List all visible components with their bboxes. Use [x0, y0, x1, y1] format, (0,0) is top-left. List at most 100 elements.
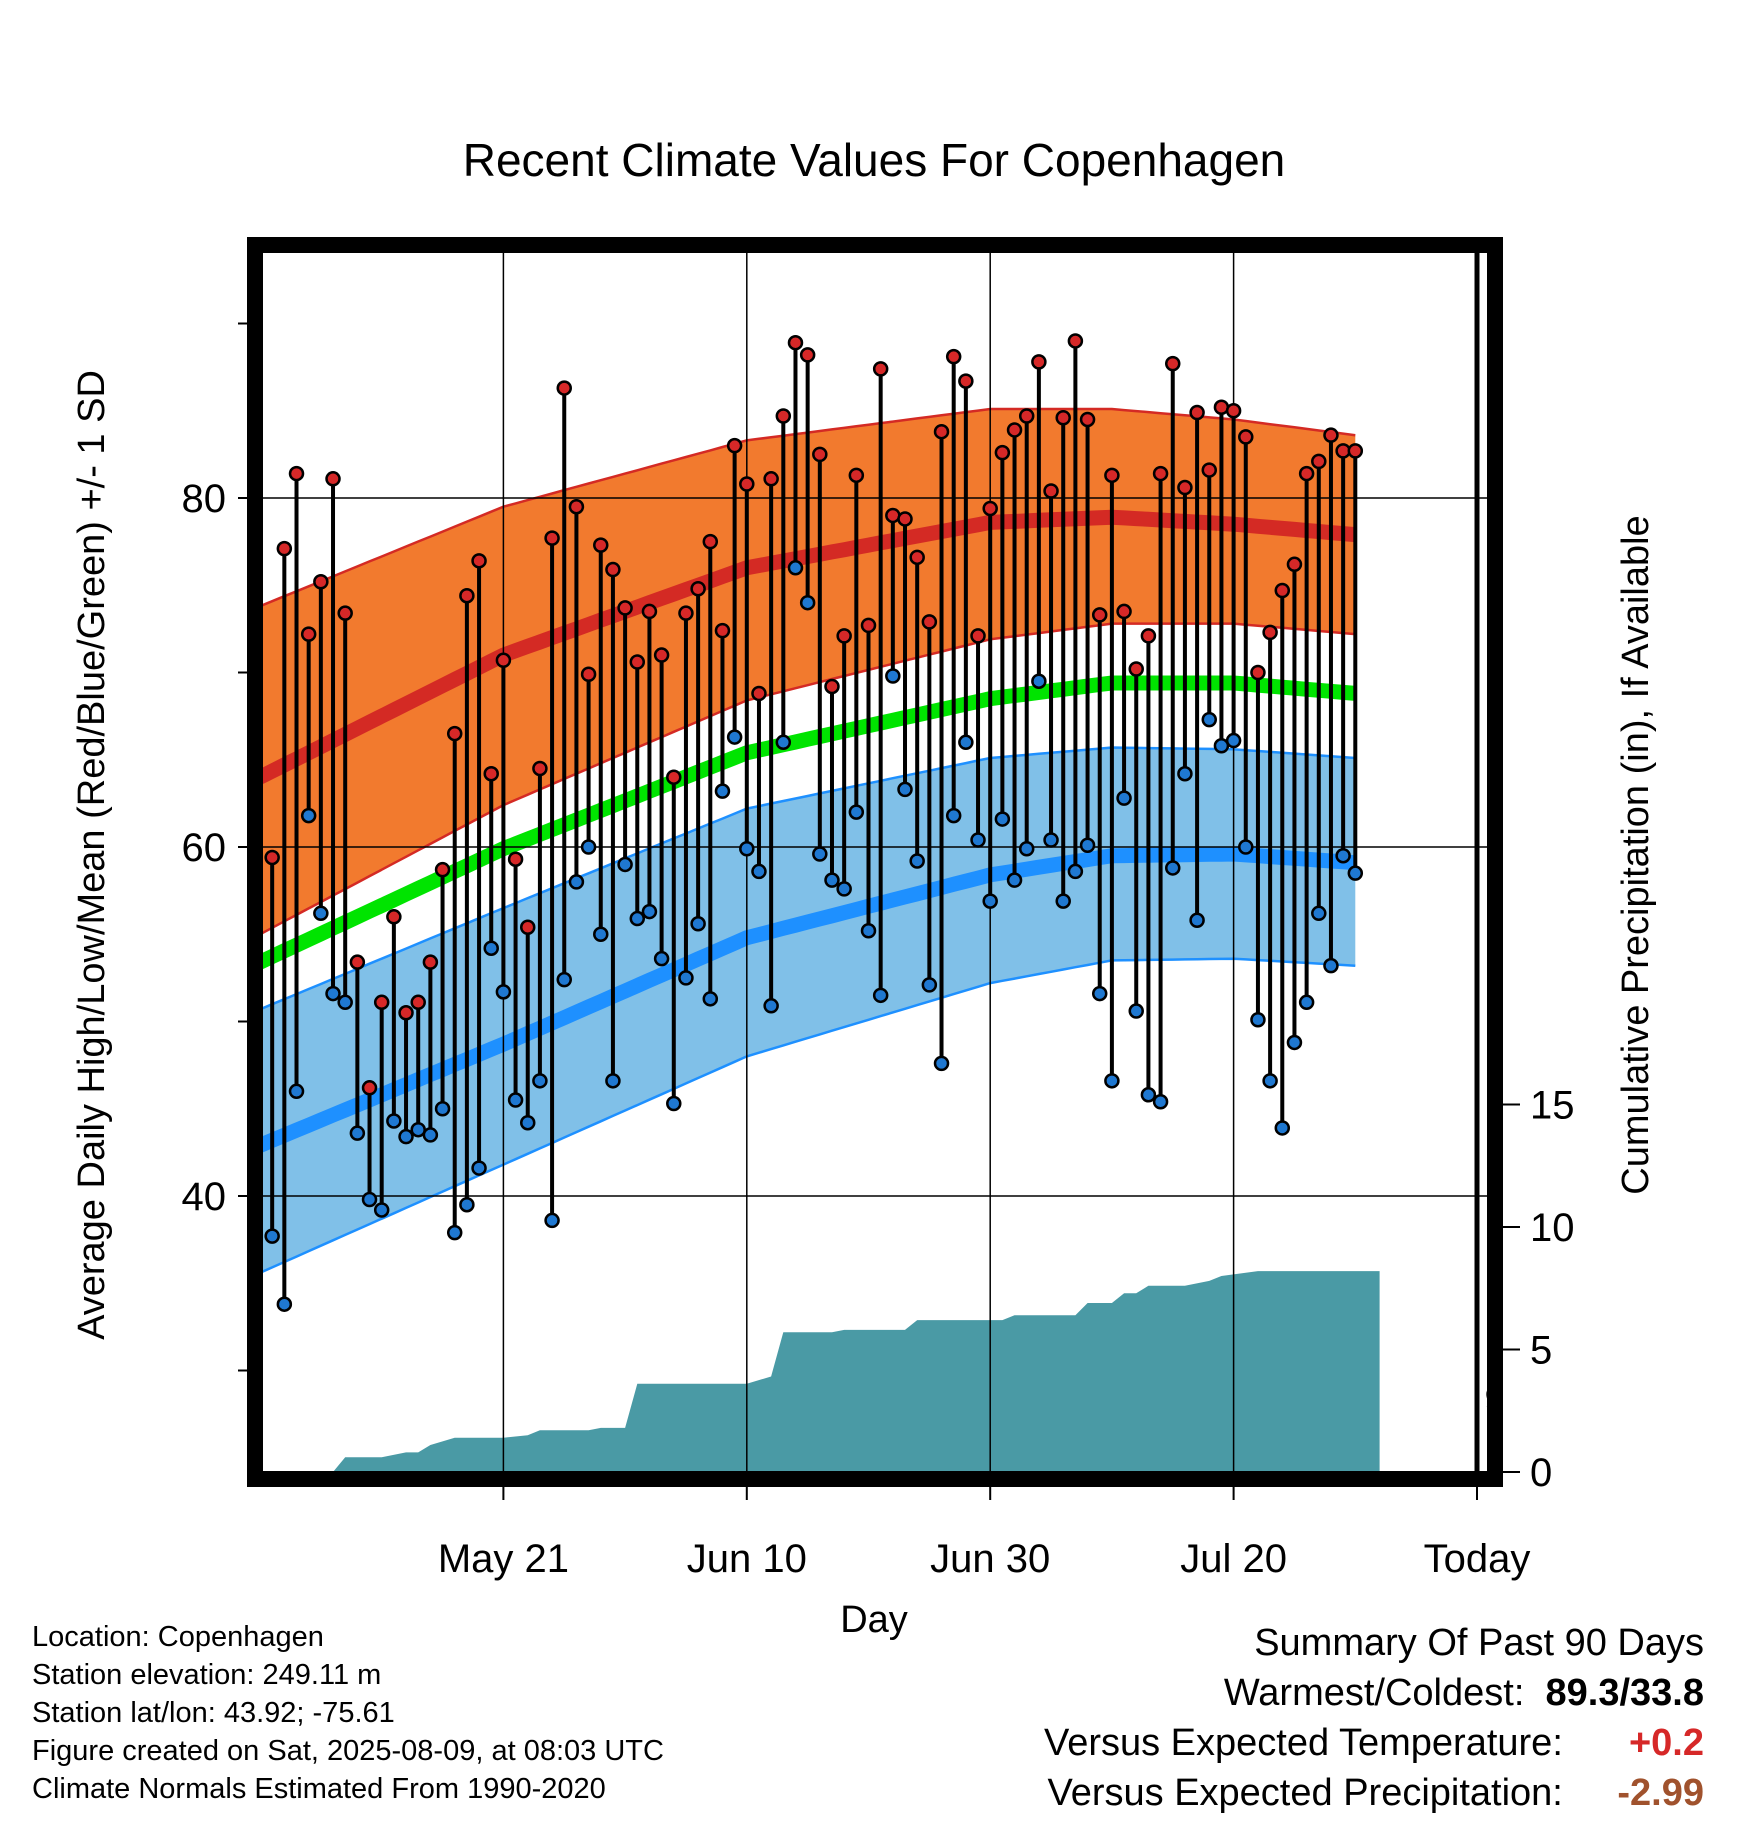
obs-low-point [1104, 1073, 1120, 1089]
obs-low-point [787, 560, 804, 576]
obs-low-point [1067, 863, 1084, 880]
obs-high-point [1079, 411, 1096, 428]
obs-low-point [446, 1224, 463, 1241]
obs-low-point [1335, 847, 1351, 864]
obs-high-point [373, 994, 390, 1011]
obs-high-point [812, 446, 828, 463]
obs-low-point [532, 1073, 548, 1089]
warm-cold-label: Warmest/Coldest: [1223, 1672, 1525, 1714]
obs-high-point [446, 725, 463, 742]
obs-high-point [982, 500, 998, 517]
today-marker-label: 90 Days [1485, 1379, 1576, 1465]
x-tick-label: Today [1424, 1537, 1531, 1581]
obs-low-point [653, 950, 670, 967]
normals-text: Climate Normals Estimated From 1990-2020 [32, 1773, 606, 1805]
obs-high-point [288, 465, 305, 482]
y-tick-label: 40 [182, 1175, 227, 1219]
obs-low-point [617, 856, 633, 873]
obs-low-point [763, 998, 779, 1014]
precip-row: Versus Expected Precipitation: -2.99 [1044, 1768, 1704, 1818]
obs-high-point [1250, 664, 1266, 681]
obs-high-point [799, 347, 816, 363]
obs-low-point [459, 1196, 475, 1213]
obs-low-point [836, 881, 852, 897]
obs-high-point [264, 849, 280, 866]
obs-high-point [848, 467, 865, 484]
x-axis-label: Day [840, 1599, 908, 1641]
y2-tick-label: 0 [1530, 1451, 1552, 1495]
obs-high-point [386, 909, 402, 925]
obs-low-point [1128, 1003, 1144, 1019]
precip-area [262, 1271, 1380, 1472]
obs-high-point [824, 678, 840, 695]
obs-low-point [337, 994, 353, 1011]
elevation-text: Station elevation: 249.11 m [32, 1659, 382, 1691]
obs-high-point [1262, 624, 1278, 641]
obs-high-point [593, 537, 609, 553]
obs-high-point [641, 603, 658, 620]
obs-low-point [568, 874, 585, 890]
created-text: Figure created on Sat, 2025-08-09, at 08… [32, 1735, 664, 1767]
obs-low-point [264, 1228, 280, 1244]
obs-high-point [556, 380, 572, 396]
y-tick-label: 60 [182, 826, 227, 870]
obs-high-point [897, 511, 913, 527]
obs-high-point [313, 574, 329, 590]
obs-high-point [532, 760, 548, 777]
low-minus-sd-line [262, 957, 1356, 1274]
obs-high-point [739, 476, 755, 492]
obs-high-point [1274, 582, 1291, 599]
obs-low-point [1043, 832, 1059, 848]
obs-high-point [653, 647, 670, 663]
obs-high-point [945, 348, 962, 365]
obs-high-point [958, 373, 974, 389]
obs-low-point [1274, 1120, 1291, 1136]
obs-low-point [300, 807, 317, 824]
obs-high-point [544, 530, 560, 546]
obs-low-point [1165, 860, 1181, 876]
obs-low-point [824, 872, 840, 888]
obs-high-point [860, 617, 877, 634]
obs-low-point [799, 594, 816, 611]
obs-low-point [471, 1160, 487, 1176]
obs-high-point [507, 851, 524, 867]
chart-title: Recent Climate Values For Copenhagen [463, 134, 1286, 186]
obs-high-point [1323, 427, 1339, 443]
obs-high-point [1055, 409, 1071, 426]
warm-cold-row: Warmest/Coldest: 89.3/33.8 [1044, 1668, 1704, 1718]
obs-high-point [1104, 467, 1120, 484]
obs-high-point [1152, 465, 1169, 482]
obs-high-point [1225, 403, 1242, 419]
obs-low-point [690, 916, 706, 932]
obs-low-point [1201, 711, 1218, 728]
obs-low-point [1152, 1094, 1169, 1110]
y2-tick-label: 15 [1530, 1084, 1575, 1128]
obs-high-point [1031, 354, 1047, 370]
y2-axis-label: Cumulative Precipitation (in), If Availa… [1615, 515, 1657, 1194]
obs-high-point [410, 994, 426, 1011]
obs-low-point [1238, 839, 1254, 855]
obs-low-point [1347, 865, 1364, 881]
obs-low-point [970, 832, 986, 848]
obs-low-point [945, 807, 962, 824]
obs-high-point [933, 423, 950, 440]
summary-panel: Summary Of Past 90 Days Warmest/Coldest:… [1044, 1618, 1704, 1818]
obs-high-point [617, 600, 633, 616]
obs-high-point [751, 685, 767, 702]
obs-high-point [1116, 603, 1132, 620]
obs-high-point [300, 626, 317, 642]
latlon-text: Station lat/lon: 43.92; -75.61 [32, 1697, 395, 1729]
obs-high-point [1286, 556, 1303, 573]
obs-high-point [1140, 628, 1157, 644]
obs-high-point [519, 919, 536, 936]
obs-high-point [909, 549, 925, 566]
obs-low-point [982, 893, 998, 909]
obs-high-point [337, 605, 353, 621]
obs-high-point [629, 654, 646, 670]
obs-low-point [373, 1202, 390, 1218]
obs-high-point [495, 652, 512, 669]
obs-high-point [1091, 607, 1108, 623]
obs-high-point [459, 587, 475, 604]
obs-high-point [836, 628, 852, 644]
